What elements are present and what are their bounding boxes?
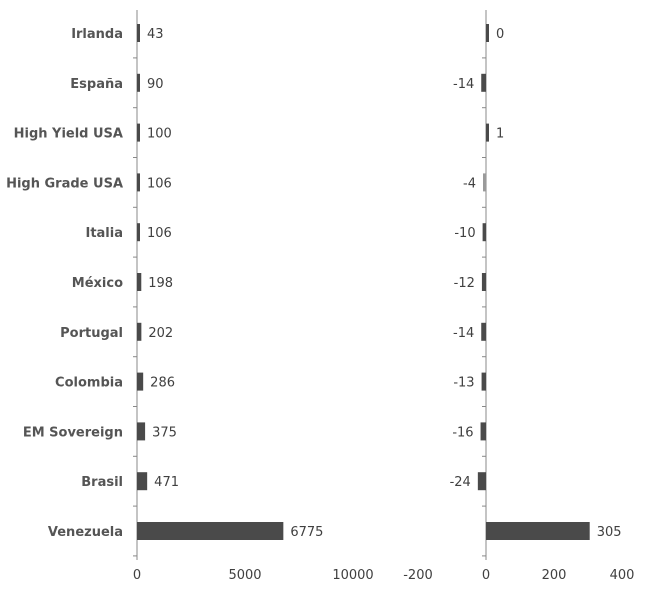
right-data-label: -4 [463,176,476,191]
left-data-label: 375 [152,425,177,440]
left-x-tick-label: 10000 [332,568,373,583]
left-bar-colombia [137,372,144,391]
category-label: Brasil [81,475,123,490]
category-label: High Grade USA [6,176,123,191]
left-data-label: 106 [147,176,172,191]
right-bar-high-grade-usa [483,173,486,192]
left-bar-venezuela [137,522,284,540]
right-bar-venezuela [486,522,590,540]
right-data-label: -16 [452,425,473,440]
left-data-label: 471 [154,475,179,490]
right-bar-colombia [481,372,486,391]
right-bar-m-xico [481,273,486,291]
left-data-label: 100 [147,127,172,142]
category-label: España [70,77,123,92]
right-data-label: -13 [453,376,474,391]
right-bar-em-sovereign [480,422,486,441]
left-data-label: 43 [147,27,164,42]
right-x-tick-label: 400 [610,568,635,583]
right-data-label: -10 [454,226,475,241]
category-label: Italia [85,226,123,241]
category-label: Venezuela [48,525,123,540]
right-data-label: -12 [454,276,475,291]
left-bar-portugal [137,322,142,341]
left-bar-high-yield-usa [137,123,140,142]
left-bar-em-sovereign [137,422,146,441]
right-x-tick-label: -200 [403,568,433,583]
right-data-label: 1 [496,127,504,142]
left-x-tick-label: 0 [133,568,141,583]
left-bar-espa-a [137,73,140,92]
right-data-label: -14 [453,77,474,92]
category-label: High Yield USA [14,127,123,142]
category-label: Colombia [55,376,123,391]
category-label: Portugal [60,326,123,341]
left-bar-irlanda [137,24,140,42]
right-bar-espa-a [481,73,486,92]
left-data-label: 198 [148,276,173,291]
left-data-label: 286 [150,376,175,391]
right-bar-high-yield-usa [486,123,489,142]
right-data-label: 305 [597,525,622,540]
right-bar-portugal [481,322,486,341]
left-data-label: 202 [148,326,173,341]
right-data-label: -24 [450,475,471,490]
right-x-tick-label: 0 [482,568,490,583]
right-data-label: -14 [453,326,474,341]
category-label: México [72,276,123,291]
left-bar-brasil [137,472,148,491]
category-label: Irlanda [71,27,123,42]
right-bar-italia [482,223,486,242]
left-x-tick-label: 5000 [228,568,261,583]
left-bar-m-xico [137,273,142,291]
left-data-label: 106 [147,226,172,241]
left-bar-italia [137,223,140,242]
right-bar-brasil [477,472,486,491]
right-chart: -200 0 200 400 0 -14 1 -4 -10 -12 -14 -13 -16 -24 305 [403,10,634,583]
right-data-label: 0 [496,27,504,42]
left-bar-high-grade-usa [137,173,140,192]
left-chart: 0 5000 10000 Irlanda 43 España 90 High Yield US… [6,10,374,583]
category-label: EM Sovereign [23,425,123,440]
right-bar-irlanda [486,24,489,42]
left-data-label: 90 [147,77,164,92]
right-x-tick-label: 200 [542,568,567,583]
left-data-label: 6775 [290,525,323,540]
